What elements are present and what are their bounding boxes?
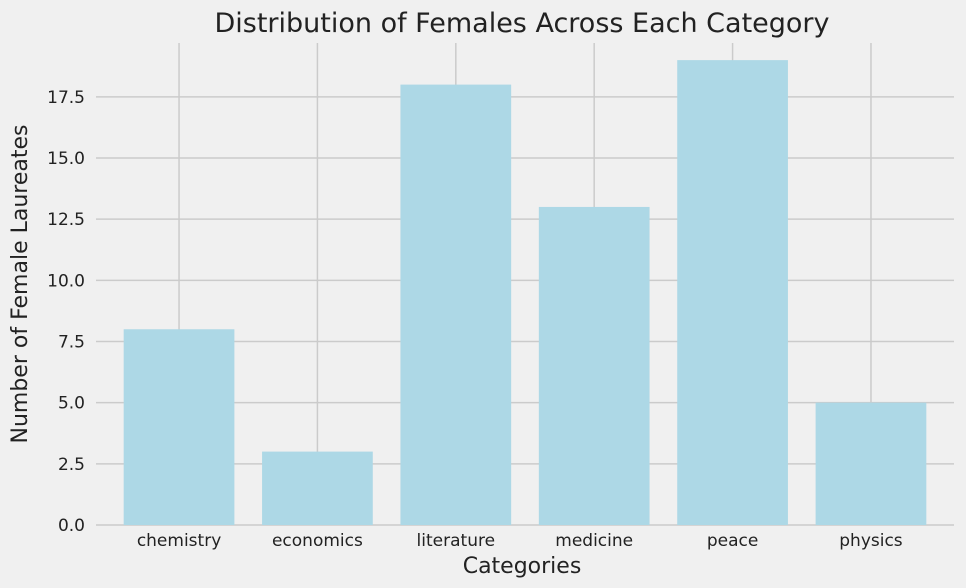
x-tick-label: medicine	[555, 531, 633, 551]
x-tick-label: chemistry	[137, 531, 221, 551]
bar-economics	[262, 451, 373, 525]
y-tick-label: 15.0	[47, 149, 85, 169]
chart-title: Distribution of Females Across Each Cate…	[214, 8, 829, 39]
bar-physics	[815, 402, 927, 525]
y-tick-label: 7.5	[58, 332, 85, 352]
x-tick-label: physics	[839, 531, 903, 551]
bar-literature	[400, 84, 512, 526]
bars-layer	[123, 60, 927, 526]
y-tick-label: 10.0	[47, 271, 85, 291]
y-axis-label: Number of Female Laureates	[8, 125, 33, 444]
x-tick-label: economics	[272, 531, 363, 551]
bar-peace	[677, 60, 788, 526]
x-tick-label: peace	[707, 531, 758, 551]
ticks-layer: 0.0 2.5 5.0 7.5 10.0 12.5 15.0 17.5 chemistry eco…	[47, 88, 903, 551]
y-tick-label: 17.5	[47, 88, 85, 108]
bar-chemistry	[123, 329, 235, 525]
x-tick-label: literature	[417, 531, 496, 551]
y-tick-label: 12.5	[47, 210, 85, 230]
x-axis-label: Categories	[463, 554, 582, 579]
bar-medicine	[538, 206, 650, 525]
y-tick-label: 5.0	[58, 394, 85, 414]
y-tick-label: 0.0	[58, 516, 85, 536]
y-tick-label: 2.5	[58, 455, 85, 475]
